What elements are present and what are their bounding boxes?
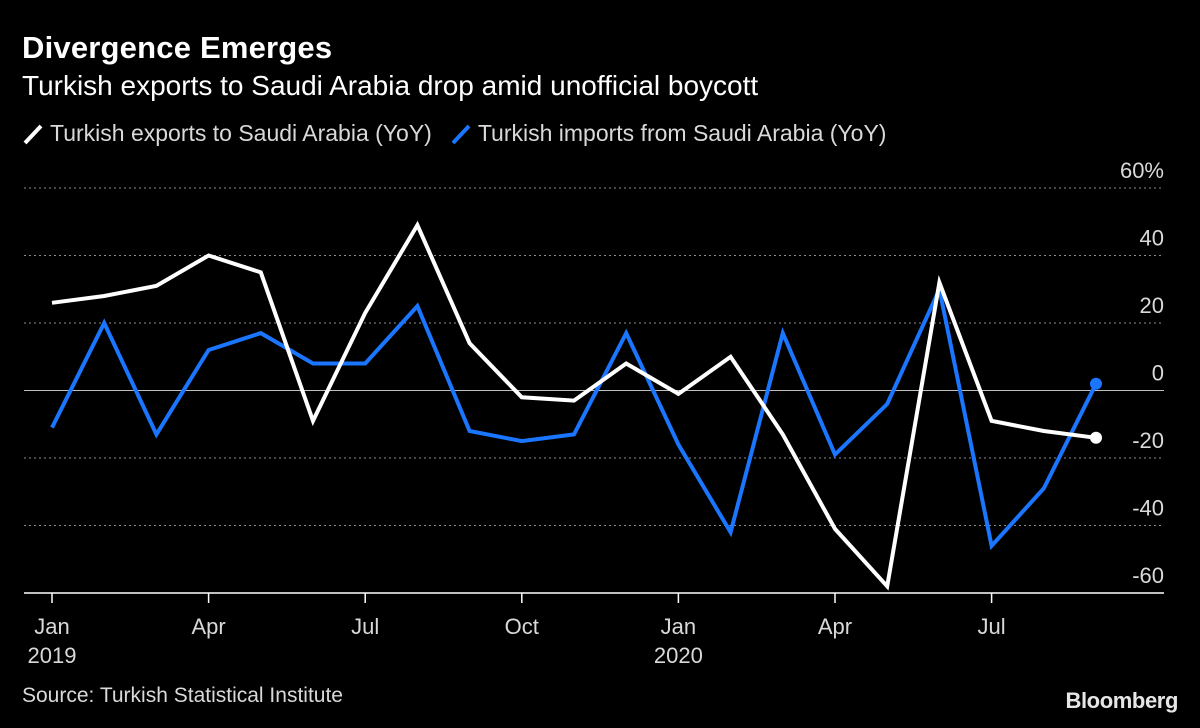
y-tick-label: 20 bbox=[1140, 293, 1164, 318]
legend-swatch-exports bbox=[23, 124, 43, 144]
x-tick-label: Jan bbox=[661, 614, 696, 639]
chart-subtitle: Turkish exports to Saudi Arabia drop ami… bbox=[22, 70, 759, 101]
y-tick-label: -40 bbox=[1132, 496, 1164, 521]
brand-logo: Bloomberg bbox=[1065, 688, 1178, 713]
x-tick-label: Oct bbox=[505, 614, 539, 639]
y-tick-label: 0 bbox=[1152, 361, 1164, 386]
series-line-imports bbox=[50, 282, 1098, 551]
chart-title: Divergence Emerges bbox=[22, 30, 333, 65]
x-tick-year-label: 2020 bbox=[654, 643, 703, 668]
legend-item-imports: Turkish imports from Saudi Arabia (YoY) bbox=[450, 120, 887, 147]
x-tick-label: Apr bbox=[191, 614, 225, 639]
legend-label-imports: Turkish imports from Saudi Arabia (YoY) bbox=[477, 120, 887, 146]
series-endpoint-exports bbox=[1090, 431, 1102, 444]
x-tick-label: Jan bbox=[34, 614, 69, 639]
legend-item-exports: Turkish exports to Saudi Arabia (YoY) bbox=[22, 120, 432, 147]
x-tick-label: Jul bbox=[978, 614, 1006, 639]
series-line-exports bbox=[51, 220, 1097, 591]
legend-label-exports: Turkish exports to Saudi Arabia (YoY) bbox=[50, 120, 432, 146]
series-endpoint-imports bbox=[1090, 377, 1102, 390]
legend: Turkish exports to Saudi Arabia (YoY) Tu… bbox=[22, 120, 904, 147]
x-tick-label: Jul bbox=[351, 614, 379, 639]
y-tick-label: -20 bbox=[1132, 428, 1164, 453]
y-tick-label: 60% bbox=[1120, 158, 1164, 183]
source-note: Source: Turkish Statistical Institute bbox=[22, 684, 343, 707]
y-tick-label: 40 bbox=[1140, 226, 1164, 251]
x-tick-label: Apr bbox=[818, 614, 852, 639]
legend-swatch-imports bbox=[451, 124, 471, 144]
x-tick-year-label: 2019 bbox=[28, 643, 77, 668]
y-tick-label: -60 bbox=[1132, 563, 1164, 588]
